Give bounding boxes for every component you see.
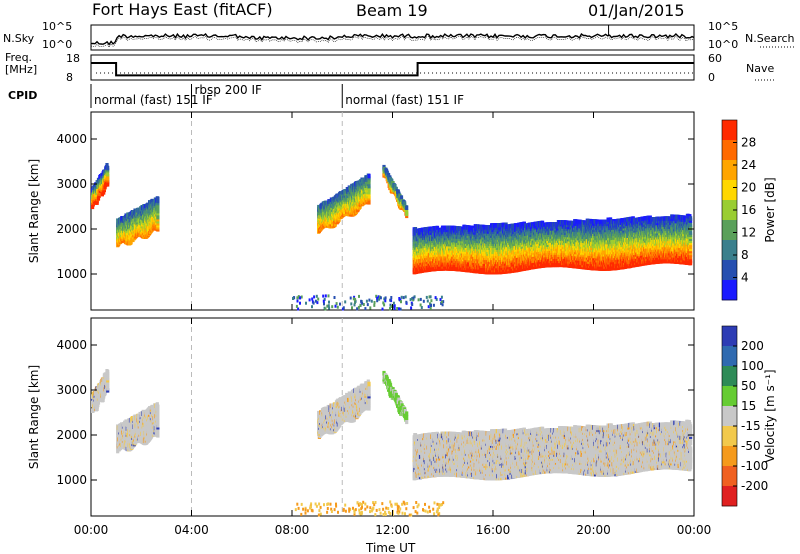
range-cell <box>405 209 409 214</box>
range-cell <box>338 191 342 196</box>
range-cell <box>367 200 371 205</box>
freq-panel-frame <box>90 54 695 81</box>
range-cell <box>106 171 110 177</box>
range-cell <box>156 196 160 202</box>
freq-label-line2: [MHz] <box>5 63 37 76</box>
nsky-trace <box>90 32 695 46</box>
range-cell <box>129 239 133 245</box>
nave-tick-top: 60 <box>708 52 722 65</box>
range-cell <box>405 205 409 210</box>
nsearch-label: N.Search <box>745 32 795 45</box>
counts-tick-bottom-left: 10^0 <box>42 38 72 51</box>
cpid-segment-label: normal (fast) 151 IF <box>345 93 464 107</box>
freq-label-line1: Freq. <box>5 51 32 64</box>
counts-tick-top-right: 10^5 <box>708 20 738 33</box>
freq-tick-top: 18 <box>66 52 80 65</box>
nsearch-trace <box>90 35 695 48</box>
range-cell <box>367 173 371 179</box>
range-cell <box>333 222 337 227</box>
date-label: 01/Jan/2015 <box>588 1 685 20</box>
counts-tick-top-left: 10^5 <box>42 20 72 33</box>
station-title: Fort Hays East (fitACF) <box>92 0 273 19</box>
cpid-label: CPID <box>8 89 37 102</box>
range-cell <box>105 163 109 168</box>
plot-frame <box>90 111 695 311</box>
range-cell <box>393 183 397 189</box>
range-cell <box>435 225 440 231</box>
range-cell <box>403 201 407 206</box>
counts-traces <box>90 25 695 48</box>
beam-label: Beam 19 <box>356 1 428 20</box>
range-cell <box>156 204 160 210</box>
counts-tick-bottom-right: 10^0 <box>708 38 738 51</box>
cpid-segment-label: normal (fast) 151 IF <box>94 93 213 107</box>
frequency-line <box>91 62 694 77</box>
nave-label: Nave <box>746 62 774 75</box>
cpid-segment-label: rbsp 200 IF <box>195 83 262 97</box>
range-cell <box>106 165 110 171</box>
range-cell <box>394 186 398 192</box>
range-cell <box>102 190 106 195</box>
range-cell <box>367 183 371 189</box>
range-cell <box>96 196 101 201</box>
range-cell <box>367 193 371 199</box>
nsky-label: N.Sky <box>3 32 35 45</box>
nave-tick-bottom: 0 <box>708 71 715 84</box>
range-cell <box>399 195 404 200</box>
freq-tick-bottom: 8 <box>66 71 73 84</box>
